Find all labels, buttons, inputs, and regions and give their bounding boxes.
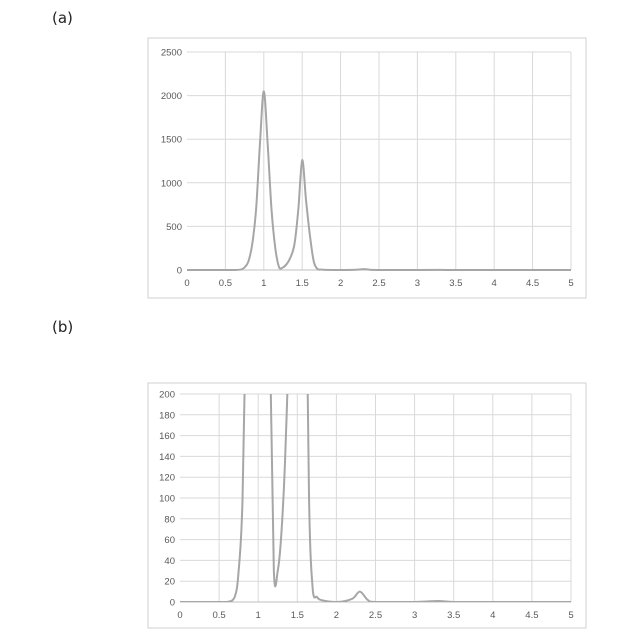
y-tick-label: 180 [159,410,175,421]
y-tick-label: 0 [177,266,182,277]
x-tick-label: 0.5 [219,278,232,289]
x-tick-label: 0 [184,278,189,289]
x-tick-label: 3 [412,610,417,621]
x-tick-label: 3 [415,278,420,289]
x-tick-label: 4.5 [526,278,539,289]
y-tick-label: 500 [166,222,182,233]
y-tick-label: 40 [164,556,175,567]
y-tick-label: 200 [159,390,175,401]
x-tick-label: 1 [256,610,261,621]
x-tick-label: 2.5 [369,610,382,621]
y-tick-label: 2000 [161,91,182,102]
y-tick-label: 60 [164,535,175,546]
x-tick-label: 4.5 [525,610,538,621]
x-tick-label: 1.5 [296,278,309,289]
x-tick-label: 3.5 [449,278,462,289]
x-tick-label: 2 [338,278,343,289]
y-tick-label: 120 [159,473,175,484]
x-tick-label: 4 [492,278,497,289]
y-tick-label: 2500 [161,48,182,59]
y-tick-label: 80 [164,514,175,525]
y-tick-label: 20 [164,577,175,588]
y-tick-label: 0 [170,598,175,609]
x-tick-label: 1.5 [291,610,304,621]
y-tick-label: 1000 [161,178,182,189]
y-tick-label: 140 [159,452,175,463]
chart-panel-a: 0 500 1000 1500 2000 2500 0 0.5 1 1.5 2 2.5 3 3.5 4 4.5… [148,38,586,298]
x-tick-label: 5 [568,278,573,289]
x-tick-label: 2 [334,610,339,621]
x-tick-label: 2.5 [372,278,385,289]
y-tick-label: 1500 [161,135,182,146]
chart-frame [148,383,586,628]
x-tick-label: 1 [261,278,266,289]
x-tick-label: 5 [568,610,573,621]
x-tick-label: 4 [490,610,495,621]
x-tick-label: 3.5 [447,610,460,621]
y-tick-label: 100 [159,494,175,505]
chart-frame [148,38,586,298]
x-tick-label: 0 [177,610,182,621]
x-tick-label: 0.5 [212,610,225,621]
y-tick-label: 160 [159,431,175,442]
